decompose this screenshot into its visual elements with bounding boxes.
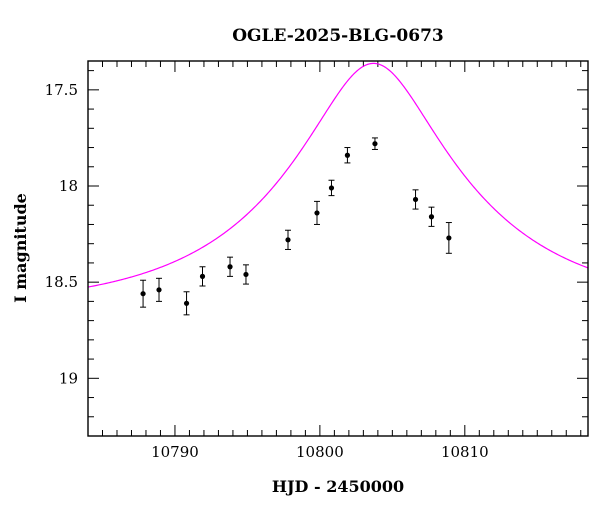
data-marker [140, 291, 146, 297]
data-point [183, 291, 190, 316]
model-curve [87, 62, 589, 288]
x-tick-label: 10800 [296, 443, 344, 461]
data-marker [446, 235, 452, 241]
y-tick-label: 17.5 [45, 81, 78, 99]
data-point [285, 229, 291, 250]
data-marker [344, 152, 351, 158]
y-tick-label: 18.5 [45, 273, 78, 291]
data-marker [314, 210, 320, 216]
data-marker [285, 237, 291, 243]
data-marker [199, 273, 206, 279]
x-axis-label: HJD - 2450000 [272, 477, 404, 496]
data-point [140, 279, 147, 308]
x-tick-label: 10810 [441, 443, 489, 461]
chart-title: OGLE-2025-BLG-0673 [232, 26, 444, 46]
data-marker [372, 141, 378, 147]
data-marker [243, 271, 249, 278]
data-point [371, 137, 378, 150]
data-point [156, 277, 163, 302]
data-point [227, 256, 234, 277]
data-point [428, 206, 435, 227]
data-marker [328, 185, 335, 191]
plot-area [87, 61, 589, 437]
plot-frame [87, 60, 589, 437]
data-point [344, 147, 351, 164]
data-marker [412, 196, 419, 203]
data-marker [156, 287, 162, 293]
data-point [313, 200, 320, 225]
y-axis-label: I magnitude [11, 193, 30, 303]
data-point [328, 179, 335, 197]
data-marker [227, 264, 233, 270]
data-point [199, 266, 206, 287]
y-tick-label: 19 [59, 369, 78, 387]
data-point [445, 222, 452, 254]
data-marker [183, 300, 190, 306]
y-tick-label: 18 [59, 177, 78, 195]
data-point [242, 264, 249, 285]
x-tick-label: 10790 [151, 443, 199, 461]
data-point [412, 189, 419, 210]
data-marker [428, 214, 435, 220]
